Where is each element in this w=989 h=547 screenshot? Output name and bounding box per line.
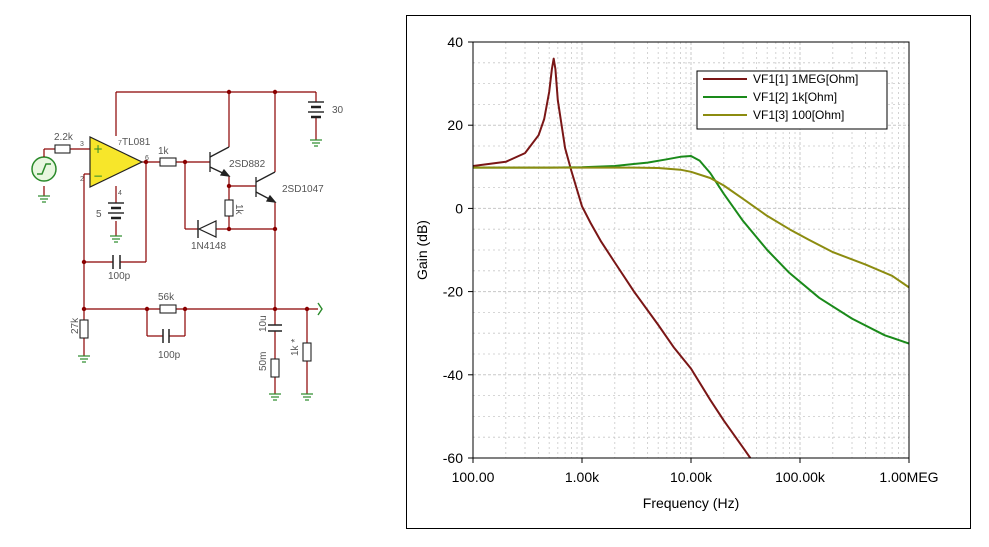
x-tick-label: 10.00k [670, 469, 713, 485]
x-tick-label: 1.00MEG [879, 469, 938, 485]
label-pin7: 7 [118, 140, 122, 147]
label-v-neg: 5 [96, 209, 102, 220]
ground-icon [110, 235, 122, 243]
junction-dots [81, 89, 310, 312]
battery-30v-icon [308, 101, 324, 119]
resistor-56k-icon [159, 304, 177, 314]
y-tick-label: 40 [447, 34, 463, 50]
resistor-2k2-icon [54, 144, 71, 154]
y-tick-label: -40 [443, 367, 463, 383]
label-pin2: 2 [80, 176, 84, 183]
label-diode: 1N4148 [191, 241, 226, 252]
ground-icons [38, 139, 322, 401]
grid [473, 42, 909, 458]
legend-label: VF1[3] 100[Ohm] [753, 108, 844, 122]
y-axis-label: Gain (dB) [414, 220, 430, 280]
series-lines [473, 57, 909, 458]
svg-text:−: − [93, 169, 103, 183]
resistor-27k-icon [79, 319, 89, 339]
label-c-fb: 100p [108, 271, 131, 282]
y-tick-label: 20 [447, 117, 463, 133]
capacitor-100p-icon [112, 255, 121, 269]
circuit-schematic: + − [31, 89, 344, 401]
label-r-gnd: 27k [70, 317, 81, 334]
series-line-1 [473, 57, 752, 458]
transistor-q2-icon [255, 171, 277, 203]
transistor-q1-icon [209, 146, 231, 177]
tick-labels: 100.00 1.00k 10.00k 100.00k 1.00MEG 40 20 0 -20 -… [443, 34, 939, 485]
schematic-wires [43, 91, 318, 394]
label-r-base: 1k [158, 146, 170, 157]
label-c-fb2: 100p [158, 350, 181, 361]
resistor-50m-icon [270, 358, 280, 378]
label-r-fb: 56k [158, 292, 175, 303]
ground-icon [38, 195, 50, 203]
y-tick-label: -60 [443, 450, 463, 466]
opamp-icon: + − [89, 136, 144, 188]
battery-5v-icon [108, 202, 124, 220]
label-q1: 2SD882 [229, 159, 266, 170]
legend: VF1[1] 1MEG[Ohm] VF1[2] 1k[Ohm] VF1[3] 100… [696, 70, 888, 130]
label-r-emit: 1k [233, 204, 244, 216]
series-line-2 [473, 155, 909, 345]
x-tick-label: 100.00k [775, 469, 826, 485]
ground-icon [301, 393, 313, 401]
ground-icon [310, 139, 322, 147]
label-opamp: TL081 [122, 137, 151, 148]
label-pin6: 6 [145, 155, 149, 162]
label-v-pos: 30 [332, 105, 344, 116]
label-c-out: 10u [258, 315, 269, 332]
x-tick-label: 1.00k [565, 469, 600, 485]
legend-box [696, 70, 888, 130]
resistors [54, 144, 312, 378]
legend-label: VF1[2] 1k[Ohm] [753, 90, 837, 104]
label-r-series: 50m [258, 352, 269, 371]
resistor-1k-emitter-icon [224, 199, 234, 217]
label-pin4: 4 [118, 190, 122, 197]
output-probe-icon [317, 302, 323, 316]
resistor-load-icon [302, 342, 312, 362]
capacitor-10u-icon [268, 324, 282, 332]
label-q2: 2SD1047 [282, 184, 324, 195]
resistor-1k-base-icon [159, 157, 177, 167]
chart-panel: 100.00 1.00k 10.00k 100.00k 1.00MEG 40 20 0 -20 -… [406, 15, 971, 529]
ground-icon [269, 393, 281, 401]
label-r-load: 1k * [290, 339, 301, 356]
bode-plot: 100.00 1.00k 10.00k 100.00k 1.00MEG 40 20 0 -20 -… [414, 34, 939, 511]
legend-label: VF1[1] 1MEG[Ohm] [753, 72, 858, 86]
x-axis-label: Frequency (Hz) [643, 495, 739, 511]
series-line-3 [473, 166, 909, 289]
label-pin3: 3 [80, 141, 84, 148]
diode-icon [197, 220, 217, 238]
capacitors [112, 255, 282, 343]
capacitor-100p-2-icon [162, 329, 170, 343]
label-r-in: 2.2k [54, 132, 74, 143]
svg-text:+: + [93, 142, 103, 156]
signal-source-icon [31, 149, 57, 182]
y-tick-label: 0 [455, 200, 463, 216]
ground-icon [78, 355, 90, 363]
x-tick-label: 100.00 [452, 469, 495, 485]
y-tick-label: -20 [443, 284, 463, 300]
